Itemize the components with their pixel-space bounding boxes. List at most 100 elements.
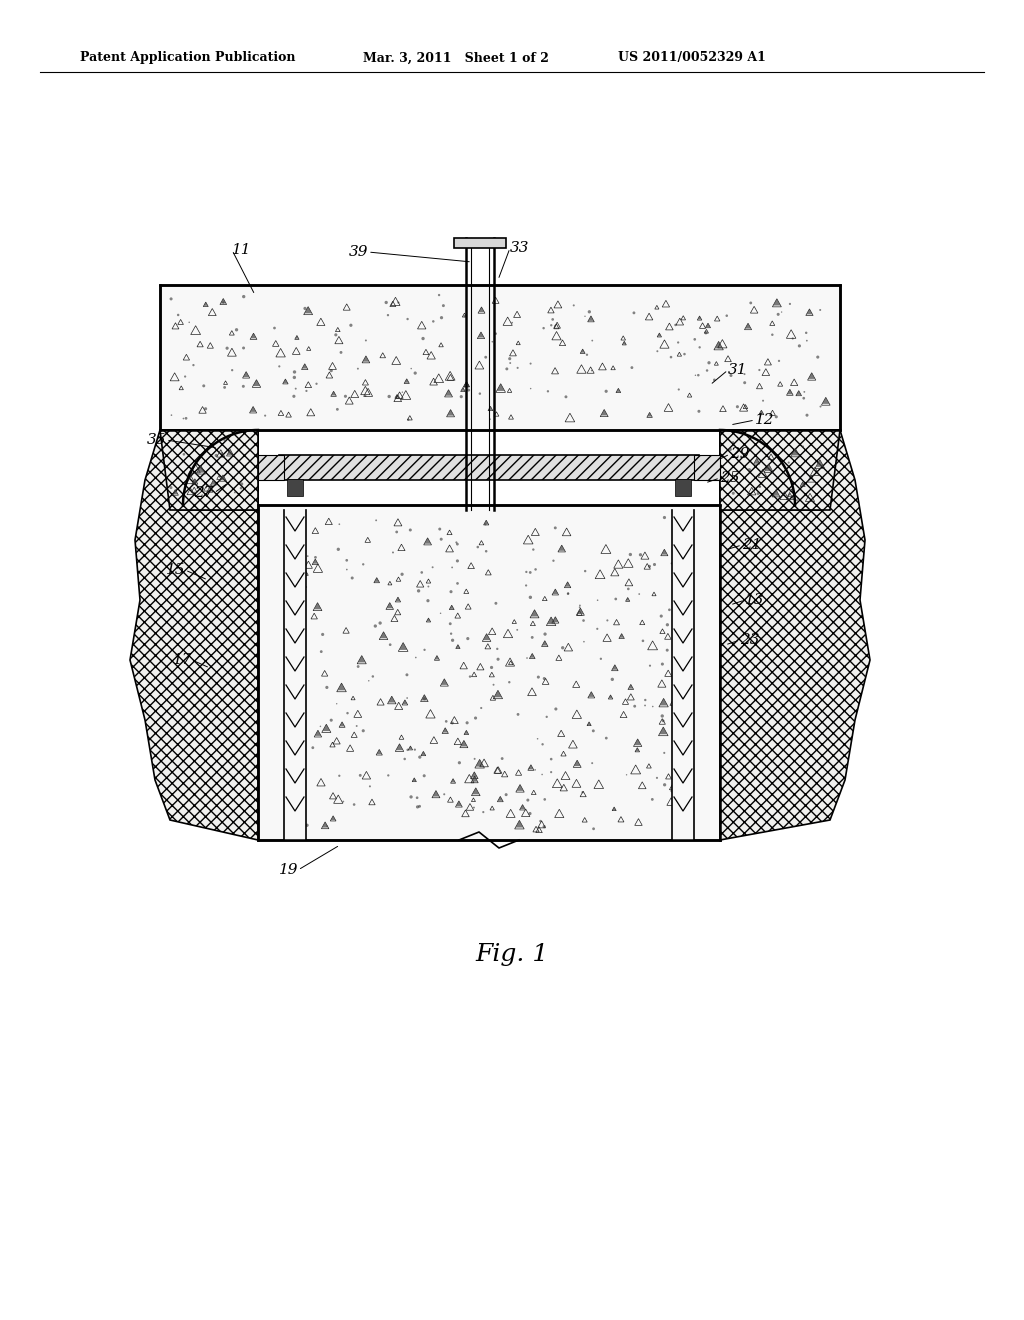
Point: [663, 347, 679, 368]
Point: [409, 787, 425, 808]
Point: [522, 378, 539, 399]
Point: [299, 814, 315, 836]
Point: [723, 364, 739, 385]
Point: [664, 780, 680, 801]
Point: [571, 595, 588, 616]
Point: [412, 747, 428, 768]
Text: 23: 23: [740, 634, 760, 647]
Point: [407, 739, 423, 760]
Point: [433, 308, 450, 329]
Point: [536, 668, 552, 689]
Point: [298, 380, 314, 401]
Polygon shape: [279, 455, 699, 480]
Polygon shape: [787, 389, 793, 395]
Point: [590, 590, 606, 611]
Point: [297, 536, 313, 557]
Polygon shape: [620, 634, 624, 638]
Point: [584, 360, 600, 381]
Text: 39: 39: [348, 246, 368, 259]
Polygon shape: [616, 388, 621, 392]
Point: [420, 590, 436, 611]
Point: [473, 697, 489, 718]
Polygon shape: [422, 751, 425, 755]
Point: [676, 343, 692, 364]
Point: [585, 721, 601, 742]
Polygon shape: [694, 455, 720, 480]
Point: [266, 318, 283, 339]
Polygon shape: [427, 618, 430, 622]
Polygon shape: [284, 379, 288, 383]
Polygon shape: [797, 391, 801, 395]
Point: [399, 309, 416, 330]
Point: [226, 482, 243, 503]
Polygon shape: [450, 605, 454, 609]
Polygon shape: [792, 449, 799, 455]
Polygon shape: [472, 776, 477, 781]
Point: [297, 298, 313, 319]
Polygon shape: [375, 578, 379, 582]
Polygon shape: [387, 603, 393, 609]
Point: [357, 385, 374, 407]
Point: [467, 708, 483, 729]
Polygon shape: [675, 479, 691, 496]
Point: [771, 350, 787, 371]
Point: [554, 638, 570, 659]
Polygon shape: [244, 372, 249, 378]
Point: [537, 789, 553, 810]
Point: [388, 521, 404, 543]
Point: [656, 507, 673, 528]
Polygon shape: [760, 411, 763, 414]
Point: [691, 401, 708, 422]
Point: [385, 543, 401, 564]
Polygon shape: [227, 449, 233, 455]
Point: [529, 729, 546, 750]
Point: [444, 630, 461, 651]
Polygon shape: [589, 692, 594, 697]
Point: [444, 713, 461, 734]
Point: [510, 704, 526, 725]
Point: [560, 583, 577, 605]
Point: [360, 671, 377, 692]
Polygon shape: [808, 372, 815, 379]
Point: [466, 797, 482, 818]
Point: [178, 408, 195, 429]
Point: [764, 325, 780, 346]
Point: [355, 554, 372, 576]
Polygon shape: [404, 379, 409, 383]
Point: [398, 664, 415, 685]
Point: [382, 634, 398, 655]
Polygon shape: [447, 409, 454, 416]
Polygon shape: [822, 397, 829, 404]
Point: [314, 624, 331, 645]
Polygon shape: [497, 384, 505, 391]
Point: [198, 399, 214, 420]
Point: [361, 776, 378, 797]
Point: [537, 623, 553, 644]
Point: [343, 314, 359, 335]
Point: [313, 642, 330, 663]
Point: [725, 483, 741, 504]
Point: [656, 742, 673, 763]
Point: [598, 380, 614, 401]
Point: [781, 293, 798, 314]
Point: [524, 627, 541, 648]
Polygon shape: [461, 388, 465, 391]
Polygon shape: [421, 694, 427, 701]
Polygon shape: [340, 722, 344, 726]
Text: 21: 21: [742, 539, 762, 552]
Polygon shape: [253, 380, 260, 385]
Text: Mar. 3, 2011   Sheet 1 of 2: Mar. 3, 2011 Sheet 1 of 2: [362, 51, 549, 65]
Point: [478, 541, 495, 562]
Point: [519, 789, 536, 810]
Point: [659, 640, 676, 661]
Point: [632, 544, 648, 565]
Point: [461, 380, 477, 401]
Point: [532, 810, 549, 832]
Polygon shape: [647, 412, 652, 417]
Polygon shape: [160, 430, 258, 510]
Point: [431, 519, 447, 540]
Polygon shape: [220, 475, 226, 480]
Polygon shape: [160, 285, 840, 430]
Polygon shape: [697, 315, 701, 319]
Point: [522, 352, 539, 374]
